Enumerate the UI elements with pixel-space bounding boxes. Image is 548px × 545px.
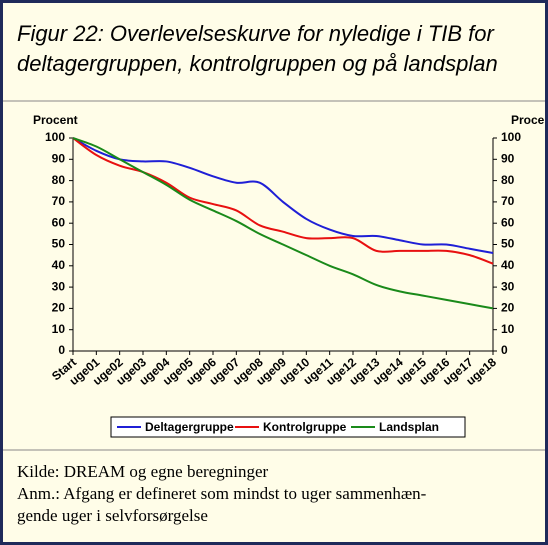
title-line: Figur 22: Overlevelseskurve for nyledige… — [17, 21, 494, 46]
y-tick-label: 80 — [52, 173, 66, 187]
legend-label: Deltagergruppe — [145, 420, 234, 434]
y-tick-label: 90 — [52, 151, 66, 165]
chart-title: Figur 22: Overlevelseskurve for nyledige… — [17, 19, 498, 79]
note-line: Kilde: DREAM og egne beregninger — [17, 462, 269, 481]
legend-label: Kontrolgruppe — [263, 420, 347, 434]
y2-tick-label: 50 — [501, 237, 515, 251]
y2-tick-label: 30 — [501, 279, 515, 293]
title-line: deltagergruppen, kontrolgruppen og på la… — [17, 51, 498, 76]
y2-tick-label: 10 — [501, 322, 515, 336]
y2-tick-label: 60 — [501, 215, 515, 229]
y-tick-label: 0 — [58, 343, 65, 357]
y2-tick-label: 20 — [501, 301, 515, 315]
note-line: gende uger i selvforsørgelse — [17, 506, 208, 525]
y2-axis-label: Procent — [511, 113, 545, 127]
y-tick-label: 50 — [52, 237, 66, 251]
y-tick-label: 10 — [52, 322, 66, 336]
y-tick-label: 30 — [52, 279, 66, 293]
y-tick-label: 40 — [52, 258, 66, 272]
notes: Kilde: DREAM og egne beregninger Anm.: A… — [17, 461, 426, 527]
y-tick-label: 70 — [52, 194, 66, 208]
y-tick-label: 60 — [52, 215, 66, 229]
legend-box — [110, 416, 466, 438]
y-tick-label: 20 — [52, 301, 66, 315]
line-series — [72, 137, 494, 255]
y-axis-label: Procent — [33, 113, 78, 127]
y2-tick-label: 80 — [501, 173, 515, 187]
y2-tick-label: 70 — [501, 194, 515, 208]
y2-tick-label: 90 — [501, 151, 515, 165]
note-line: Anm.: Afgang er defineret som mindst to … — [17, 484, 427, 503]
line-series — [72, 137, 494, 310]
y2-tick-label: 100 — [501, 130, 521, 144]
y2-tick-label: 0 — [501, 343, 508, 357]
legend-label: Landsplan — [379, 420, 439, 434]
chart: Procent Procent 0 10 20 30 40 50 60 70 80 90 100 0 1… — [3, 100, 545, 451]
y-tick-label: 100 — [45, 130, 65, 144]
y2-tick-label: 40 — [501, 258, 515, 272]
